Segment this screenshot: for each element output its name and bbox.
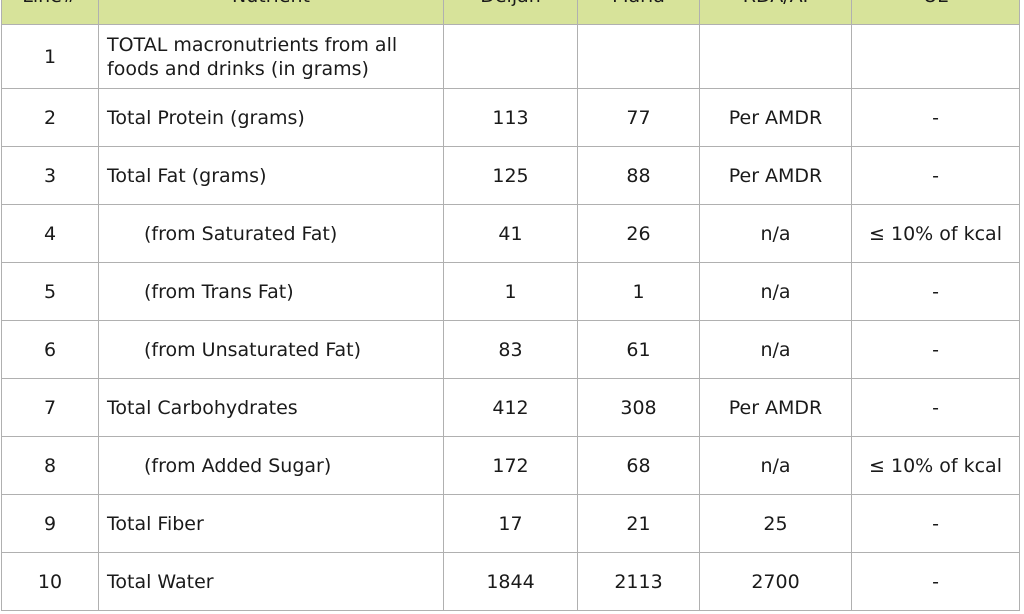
rda-ai-cell: n/a	[699, 262, 852, 321]
ul-cell: -	[851, 146, 1020, 205]
rda-ai-cell: Per AMDR	[699, 378, 852, 437]
column-header-deljan: Deljan	[443, 0, 578, 25]
rda-ai-cell: n/a	[699, 204, 852, 263]
maria-value-cell: 68	[577, 436, 700, 495]
line-number-cell: 4	[1, 204, 99, 263]
maria-value-cell: 308	[577, 378, 700, 437]
deljan-value-cell: 125	[443, 146, 578, 205]
deljan-value-cell: 17	[443, 494, 578, 553]
ul-cell	[851, 24, 1020, 89]
ul-cell: -	[851, 378, 1020, 437]
deljan-value-cell: 1844	[443, 552, 578, 611]
column-header-ul: UL	[851, 0, 1020, 25]
rda-ai-cell: n/a	[699, 436, 852, 495]
maria-value-cell	[577, 24, 700, 89]
nutrient-cell: (from Saturated Fat)	[98, 204, 444, 263]
column-header-rda-ai: RDA/AI	[699, 0, 852, 25]
ul-cell: -	[851, 552, 1020, 611]
maria-value-cell: 88	[577, 146, 700, 205]
rda-ai-cell: Per AMDR	[699, 146, 852, 205]
line-number-cell: 7	[1, 378, 99, 437]
line-number-cell: 9	[1, 494, 99, 553]
deljan-value-cell	[443, 24, 578, 89]
table-row: 2 Total Protein (grams) 113 77 Per AMDR -	[1, 88, 1020, 147]
deljan-value-cell: 113	[443, 88, 578, 147]
ul-cell: -	[851, 494, 1020, 553]
nutrient-cell: Total Water	[98, 552, 444, 611]
line-number-cell: 5	[1, 262, 99, 321]
nutrient-cell: (from Added Sugar)	[98, 436, 444, 495]
ul-cell: -	[851, 262, 1020, 321]
rda-ai-cell: 2700	[699, 552, 852, 611]
line-number-cell: 8	[1, 436, 99, 495]
rda-ai-cell: 25	[699, 494, 852, 553]
column-header-line: Line#	[1, 0, 99, 25]
table-row: 3 Total Fat (grams) 125 88 Per AMDR -	[1, 146, 1020, 205]
maria-value-cell: 61	[577, 320, 700, 379]
table-row: 7 Total Carbohydrates 412 308 Per AMDR -	[1, 378, 1020, 437]
line-number-cell: 10	[1, 552, 99, 611]
ul-cell: -	[851, 88, 1020, 147]
nutrient-cell: Total Protein (grams)	[98, 88, 444, 147]
ul-cell: -	[851, 320, 1020, 379]
line-number-cell: 6	[1, 320, 99, 379]
maria-value-cell: 2113	[577, 552, 700, 611]
line-number-cell: 2	[1, 88, 99, 147]
maria-value-cell: 77	[577, 88, 700, 147]
nutrient-cell: TOTAL macronutrients from all foods and …	[98, 24, 444, 89]
nutrient-cell: (from Trans Fat)	[98, 262, 444, 321]
maria-value-cell: 21	[577, 494, 700, 553]
nutrient-cell: Total Carbohydrates	[98, 378, 444, 437]
table-header-row: Line# Nutrient Deljan Maria RDA/AI UL	[1, 0, 1020, 25]
deljan-value-cell: 412	[443, 378, 578, 437]
table-row: 9 Total Fiber 17 21 25-	[1, 494, 1020, 553]
line-number-cell: 1	[1, 24, 99, 89]
nutrient-cell: Total Fiber	[98, 494, 444, 553]
ul-cell: ≤ 10% of kcal	[851, 436, 1020, 495]
deljan-value-cell: 41	[443, 204, 578, 263]
rda-ai-cell: n/a	[699, 320, 852, 379]
maria-value-cell: 1	[577, 262, 700, 321]
deljan-value-cell: 83	[443, 320, 578, 379]
table-row: 5 (from Trans Fat) 1 1 n/a -	[1, 262, 1020, 321]
deljan-value-cell: 172	[443, 436, 578, 495]
table-row: 6 (from Unsaturated Fat) 83 61 n/a -	[1, 320, 1020, 379]
line-number-cell: 3	[1, 146, 99, 205]
nutrient-cell: (from Unsaturated Fat)	[98, 320, 444, 379]
table-row: 8 (from Added Sugar) 172 68 n/a ≤ 10% of kcal	[1, 436, 1020, 495]
table-row: 10 Total Water 1844 2113 2700-	[1, 552, 1020, 611]
ul-cell: ≤ 10% of kcal	[851, 204, 1020, 263]
table-body: 1 TOTAL macronutrients from all foods and…	[1, 24, 1020, 611]
rda-ai-cell	[699, 24, 852, 89]
deljan-value-cell: 1	[443, 262, 578, 321]
column-header-maria: Maria	[577, 0, 700, 25]
table-row: 4 (from Saturated Fat) 41 26 n/a ≤ 10% of kca…	[1, 204, 1020, 263]
table-row: 1 TOTAL macronutrients from all foods and…	[1, 24, 1020, 89]
column-header-nutrient: Nutrient	[98, 0, 444, 25]
nutrient-cell: Total Fat (grams)	[98, 146, 444, 205]
rda-ai-cell: Per AMDR	[699, 88, 852, 147]
maria-value-cell: 26	[577, 204, 700, 263]
